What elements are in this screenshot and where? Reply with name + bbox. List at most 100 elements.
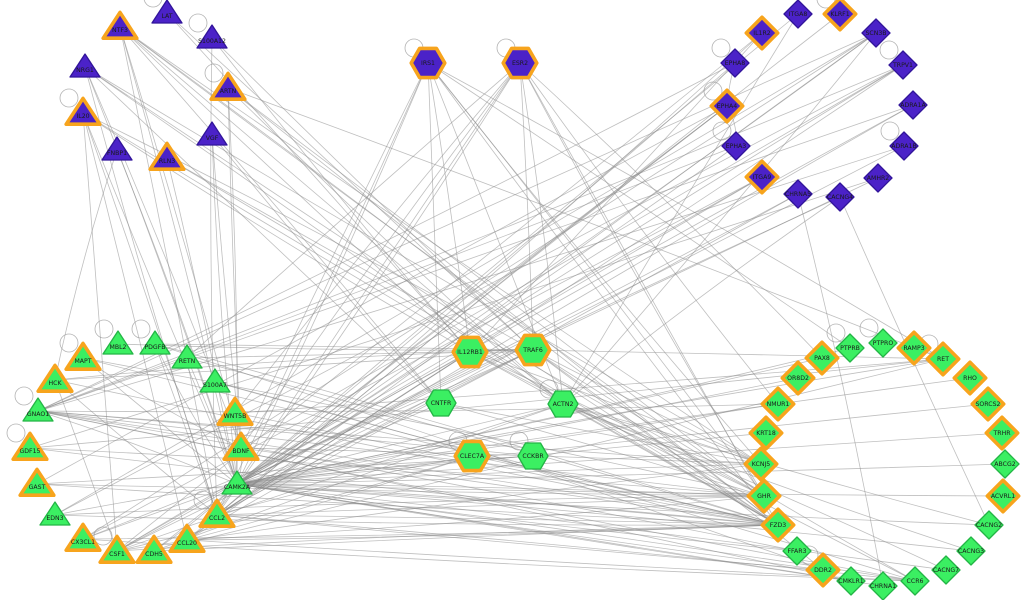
self-loop-ACTN2 — [539, 379, 559, 399]
node-NTF3[interactable]: NTF3 — [101, 10, 139, 41]
node-ITGA8[interactable]: ITGA8 — [783, 0, 813, 29]
self-loop-CSF1 — [93, 526, 113, 546]
node-IRS1[interactable]: IRS1 — [409, 46, 447, 80]
node-CLEC7A[interactable]: CLEC7A — [453, 439, 491, 473]
node-GHR[interactable]: GHR — [746, 478, 782, 514]
node-ACTN2[interactable]: ACTN2 — [547, 390, 579, 418]
node-EDN3[interactable]: EDN3 — [39, 501, 71, 526]
edge-TRAF6-DDR2 — [532, 349, 824, 571]
node-PTPRO[interactable]: PTPRO — [868, 328, 898, 358]
edge-IL12RB1-KCNJ5 — [469, 351, 762, 465]
self-loop-PTPRB — [826, 323, 846, 343]
diamond-shape — [888, 50, 918, 80]
node-CACNG7[interactable]: CACNG7 — [931, 555, 961, 585]
node-RHO[interactable]: RHO — [952, 360, 988, 396]
node-DDR2[interactable]: DDR2 — [805, 552, 841, 588]
edge-CAMK2A-ABCG2 — [236, 463, 1006, 485]
self-loop-TRPV1 — [879, 40, 899, 60]
diamond-shape — [925, 341, 961, 377]
edge-ARTN-CAMK2A — [227, 87, 238, 485]
node-ESR2[interactable]: ESR2 — [501, 46, 539, 80]
node-AMHR2[interactable]: AMHR2 — [863, 163, 893, 193]
edge-S100A7-FZD3 — [214, 381, 779, 526]
hexagon-shape — [547, 390, 579, 418]
node-CCL2[interactable]: CCL2 — [198, 498, 236, 529]
node-NRG1[interactable]: NRG1 — [69, 53, 101, 78]
node-OR8D2[interactable]: OR8D2 — [780, 360, 816, 396]
node-TRAF6[interactable]: TRAF6 — [514, 333, 552, 367]
node-RET[interactable]: RET — [925, 341, 961, 377]
triangle-shape — [196, 121, 228, 146]
diamond-shape — [956, 536, 986, 566]
diamond-shape — [861, 18, 891, 48]
diamond-shape — [836, 566, 866, 596]
edge-CAMK2A-TRHR — [236, 432, 1003, 485]
node-CCKBR[interactable]: CCKBR — [517, 442, 549, 470]
edge-IL20-CAMK2A — [82, 112, 238, 485]
node-GNAO1[interactable]: GNAO1 — [22, 397, 54, 422]
node-ABCG2[interactable]: ABCG2 — [990, 449, 1020, 479]
node-CNTFR[interactable]: CNTFR — [425, 389, 457, 417]
node-CCR6[interactable]: CCR6 — [900, 566, 930, 596]
node-GDF15[interactable]: GDF15 — [11, 431, 49, 462]
node-KRT18[interactable]: KRT18 — [748, 415, 784, 451]
node-IL1R2[interactable]: IL1R2 — [744, 15, 780, 51]
edge-SCN3B-EDN3 — [54, 32, 877, 516]
edge-CAMK2A-OR8D2 — [236, 377, 799, 485]
node-CHRNA5[interactable]: CHRNA5 — [783, 179, 813, 209]
edge-GNAO1-FFAR3 — [37, 410, 798, 552]
node-ACVRL1[interactable]: ACVRL1 — [985, 478, 1021, 514]
node-EPHA3[interactable]: EPHA3 — [721, 131, 751, 161]
edge-CACNG4-ACTN2 — [562, 196, 841, 405]
diamond-shape — [782, 536, 812, 566]
diamond-shape — [822, 0, 858, 32]
edge-TRPV1-CCL2 — [216, 64, 904, 516]
edge-WNT5B-RET — [234, 358, 944, 414]
node-CACNG3[interactable]: CACNG3 — [956, 536, 986, 566]
node-ADRA1A[interactable]: ADRA1A — [898, 90, 928, 120]
node-KLRF1[interactable]: KLRF1 — [822, 0, 858, 32]
node-TRHR[interactable]: TRHR — [984, 415, 1020, 451]
edge-ACTN2-CSF1 — [116, 403, 564, 552]
node-CX3CL1[interactable]: CX3CL1 — [64, 522, 102, 553]
node-FZD3[interactable]: FZD3 — [760, 507, 796, 543]
node-PTPRB[interactable]: PTPRB — [835, 333, 865, 363]
triangle-shape — [222, 431, 260, 462]
node-CACNG2[interactable]: CACNG2 — [974, 510, 1004, 540]
triangle-shape — [139, 330, 171, 355]
node-VGF[interactable]: VGF — [196, 121, 228, 146]
triangle-shape — [101, 136, 133, 161]
edge-CLEC7A-CSF1 — [116, 455, 473, 552]
node-S100A12[interactable]: S100A12 — [196, 24, 228, 49]
diamond-shape — [721, 131, 751, 161]
node-TRPV1[interactable]: TRPV1 — [888, 50, 918, 80]
self-loop-LAT — [143, 0, 163, 8]
node-MBL2[interactable]: MBL2 — [102, 330, 134, 355]
triangle-shape — [168, 523, 206, 554]
edge-GNAO1-GHR — [37, 410, 765, 497]
node-ADRA1B[interactable]: ADRA1B — [889, 131, 919, 161]
edge-ADRA1A-GNAO1 — [37, 104, 914, 412]
edge-LAT-TRAF6 — [166, 12, 534, 351]
node-RAMP3[interactable]: RAMP3 — [896, 330, 932, 366]
node-MAPT[interactable]: MAPT — [64, 341, 102, 372]
node-ARTN[interactable]: ARTN — [209, 71, 247, 101]
edge-ADRA1A-CAMK2A — [236, 104, 914, 485]
node-IL12RB1[interactable]: IL12RB1 — [451, 335, 489, 369]
edge-NTF3-IL12RB1 — [119, 26, 471, 353]
node-LAT[interactable]: LAT — [151, 0, 183, 24]
edge-EDN3-FZD3 — [54, 514, 779, 526]
self-loop-EPHA3 — [712, 121, 732, 141]
node-BDNF[interactable]: BDNF — [222, 431, 260, 462]
node-GAST[interactable]: GAST — [18, 467, 56, 498]
node-SORCS2[interactable]: SORCS2 — [970, 386, 1006, 422]
triangle-shape — [18, 467, 56, 498]
edge-IRS1-CNTFR — [427, 62, 442, 404]
edge-EPHA3-GNAO1 — [37, 145, 737, 412]
node-SCN3B[interactable]: SCN3B — [861, 18, 891, 48]
node-PDGFB[interactable]: PDGFB — [139, 330, 171, 355]
node-NMUR1[interactable]: NMUR1 — [760, 386, 796, 422]
edge-IL12RB1-CSF1 — [116, 351, 471, 552]
